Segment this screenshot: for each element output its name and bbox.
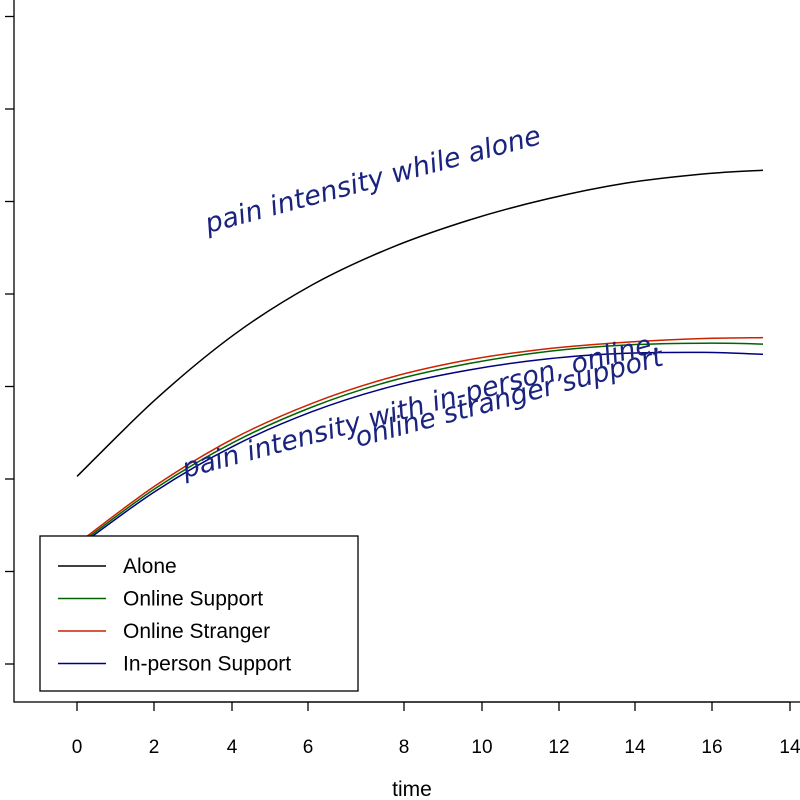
legend-label-online-support: Online Support	[123, 588, 263, 611]
x-axis-title: time	[392, 778, 432, 800]
x-tick-label: 14	[624, 737, 646, 758]
y-axis-ticks	[5, 15, 14, 665]
legend-box	[39, 535, 359, 692]
series-line-in-person-support	[76, 351, 764, 549]
series-line-alone	[76, 169, 764, 477]
x-tick-label: 14	[779, 737, 800, 758]
x-tick-label: 16	[701, 737, 722, 758]
legend-label-alone: Alone	[123, 555, 177, 578]
x-tick-label: 8	[399, 737, 410, 758]
x-tick-label: 10	[471, 737, 492, 758]
series-line-online-stranger	[76, 336, 764, 545]
x-tick-label: 12	[548, 737, 569, 758]
series-lines	[76, 169, 764, 549]
series-line-online-support	[76, 342, 764, 547]
x-tick-label: 2	[149, 737, 160, 758]
x-tick-label: 0	[72, 737, 83, 758]
legend-label-online-stranger: Online Stranger	[123, 620, 270, 643]
x-tick-label: 6	[303, 737, 314, 758]
x-tick-label: 4	[227, 737, 238, 758]
annotation-alone: pain intensity while alone	[201, 120, 544, 240]
legend: Alone Online Support Online Stranger In-per…	[39, 535, 359, 692]
legend-label-in-person-support: In-person Support	[123, 653, 291, 676]
x-axis: 0 2 4 6 8 10 12 14 16 14	[72, 701, 800, 758]
